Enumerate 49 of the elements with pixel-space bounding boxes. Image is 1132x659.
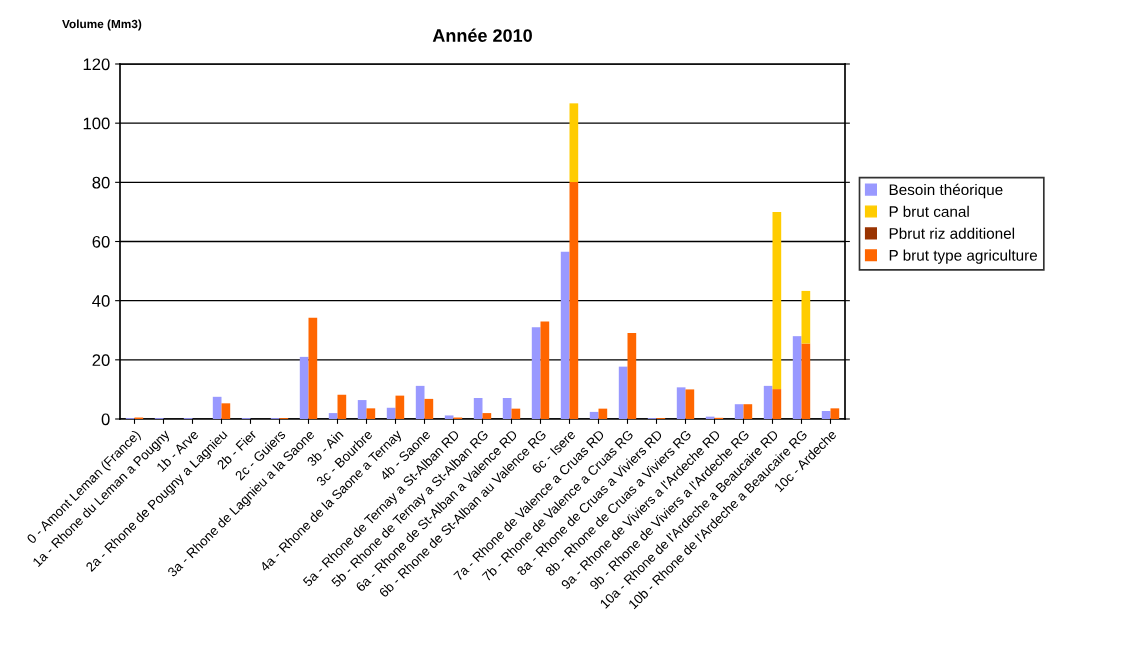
bar: [212, 396, 222, 419]
bar: [328, 413, 338, 419]
bar: [395, 395, 405, 419]
bar: [743, 404, 753, 419]
bar: [502, 398, 512, 419]
bar: [821, 411, 831, 419]
bar: [386, 407, 396, 419]
bar: [772, 211, 782, 390]
bar: [540, 321, 550, 419]
bar: [618, 366, 628, 419]
bar: [560, 251, 570, 419]
bar: [357, 400, 367, 419]
legend-label: P brut type agriculture: [889, 249, 1038, 264]
bar: [569, 103, 579, 183]
bar: [801, 290, 811, 344]
bar: [424, 398, 434, 419]
y-tick-label: 20: [92, 354, 110, 367]
bar: [415, 385, 425, 419]
bar: [792, 336, 802, 419]
bar: [569, 182, 579, 419]
bar: [531, 327, 541, 419]
bar: [221, 403, 231, 419]
bar: [473, 398, 483, 419]
bar: [308, 317, 318, 419]
y-tick-label: 60: [92, 235, 110, 248]
bar: [676, 387, 686, 419]
bar: [830, 408, 840, 419]
bar: [685, 389, 695, 419]
y-tick-label: 40: [92, 295, 110, 307]
bar: [627, 332, 637, 419]
y-axis-title: Volume (Mm3): [62, 19, 142, 31]
bar: [589, 411, 599, 419]
legend-label: Pbrut riz additionel: [889, 227, 1015, 239]
y-tick-label: 100: [83, 117, 110, 130]
bar: [763, 385, 773, 419]
bar: [366, 408, 376, 419]
bar: [444, 415, 454, 419]
legend-label: Besoin théorique: [889, 183, 1003, 199]
y-tick-label: 120: [83, 58, 110, 71]
legend-label: P brut canal: [889, 205, 969, 217]
bar: [337, 394, 347, 419]
y-tick-label: 0: [101, 413, 110, 426]
bar: [299, 356, 309, 419]
bar: [801, 343, 811, 419]
bar: [772, 389, 782, 419]
bar: [482, 413, 492, 419]
bar: [734, 404, 744, 419]
chart-title: Année 2010: [432, 28, 532, 42]
y-tick-label: 80: [92, 176, 110, 189]
